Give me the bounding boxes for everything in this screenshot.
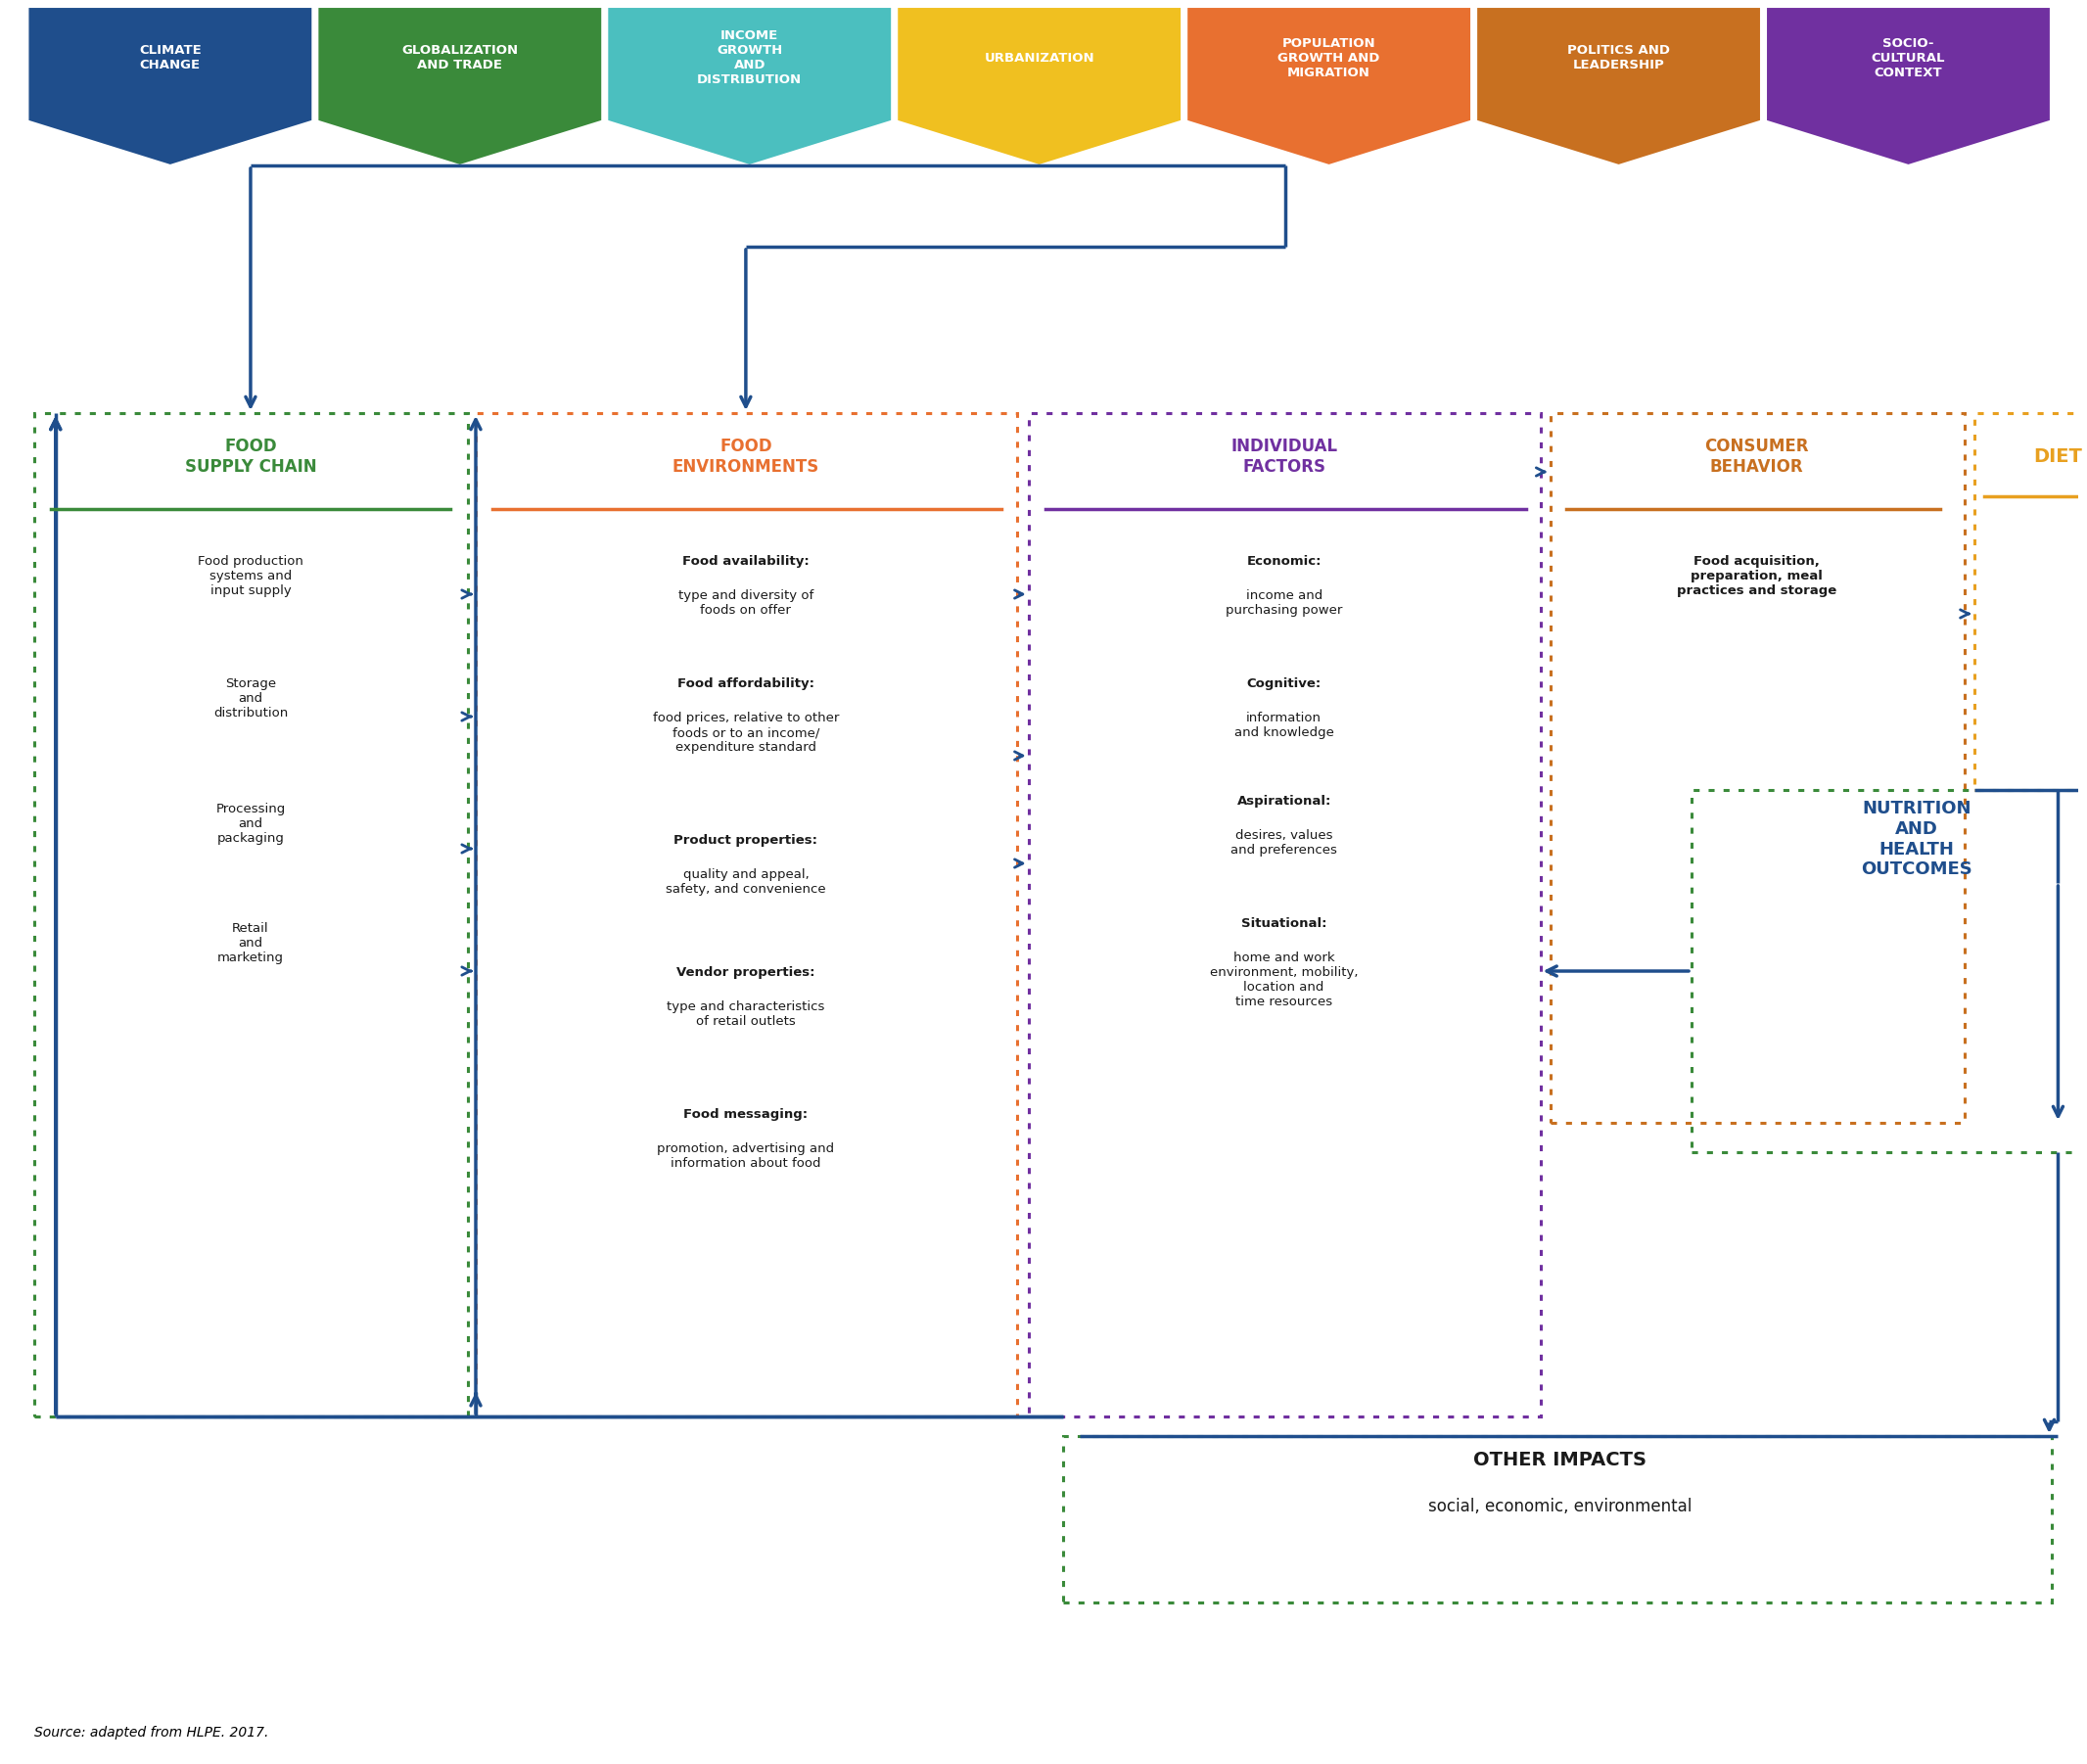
Text: Situational:: Situational: (1242, 917, 1327, 930)
Text: NUTRITION
AND
HEALTH
OUTCOMES: NUTRITION AND HEALTH OUTCOMES (1862, 799, 1972, 878)
Text: SOCIO-
CULTURAL
CONTEXT: SOCIO- CULTURAL CONTEXT (1872, 37, 1945, 79)
Text: food prices, relative to other
foods or to an income/
expenditure standard: food prices, relative to other foods or … (653, 711, 839, 753)
Text: desires, values
and preferences: desires, values and preferences (1231, 829, 1338, 857)
Text: Food affordability:: Food affordability: (678, 677, 814, 690)
Text: Processing
and
packaging: Processing and packaging (215, 803, 286, 845)
Text: DIET: DIET (2033, 448, 2083, 466)
Text: FOOD
ENVIRONMENTS: FOOD ENVIRONMENTS (672, 437, 820, 476)
Bar (1690, 790, 2087, 1152)
Text: CLIMATE
CHANGE: CLIMATE CHANGE (140, 44, 200, 72)
Text: type and diversity of
foods on offer: type and diversity of foods on offer (678, 589, 814, 617)
Text: POLITICS AND
LEADERSHIP: POLITICS AND LEADERSHIP (1567, 44, 1670, 72)
Text: home and work
environment, mobility,
location and
time resources: home and work environment, mobility, loc… (1210, 951, 1359, 1009)
Polygon shape (27, 7, 313, 166)
Text: FOOD
SUPPLY CHAIN: FOOD SUPPLY CHAIN (184, 437, 317, 476)
Text: OTHER IMPACTS: OTHER IMPACTS (1473, 1450, 1647, 1469)
Polygon shape (897, 7, 1181, 166)
Polygon shape (317, 7, 603, 166)
Text: type and characteristics
of retail outlets: type and characteristics of retail outle… (668, 1000, 824, 1028)
Text: promotion, advertising and
information about food: promotion, advertising and information a… (657, 1143, 835, 1170)
Text: Aspirational:: Aspirational: (1238, 796, 1332, 808)
Text: information
and knowledge: information and knowledge (1233, 711, 1334, 739)
Text: Storage
and
distribution: Storage and distribution (213, 677, 288, 720)
Text: Source: adapted from HLPE. 2017.: Source: adapted from HLPE. 2017. (33, 1725, 269, 1739)
Text: Food availability:: Food availability: (682, 556, 810, 568)
Polygon shape (1188, 7, 1471, 166)
Text: quality and appeal,
safety, and convenience: quality and appeal, safety, and convenie… (666, 868, 826, 896)
Text: Retail
and
marketing: Retail and marketing (217, 923, 284, 965)
Text: Economic:: Economic: (1246, 556, 1321, 568)
Text: Product properties:: Product properties: (674, 834, 818, 847)
Text: URBANIZATION: URBANIZATION (985, 51, 1094, 65)
Bar (1974, 413, 2087, 790)
Text: GLOBALIZATION
AND TRADE: GLOBALIZATION AND TRADE (401, 44, 518, 72)
Bar (1029, 413, 1540, 1416)
Text: INCOME
GROWTH
AND
DISTRIBUTION: INCOME GROWTH AND DISTRIBUTION (697, 30, 801, 86)
Polygon shape (1476, 7, 1761, 166)
Text: INDIVIDUAL
FACTORS: INDIVIDUAL FACTORS (1231, 437, 1338, 476)
Text: social, economic, environmental: social, economic, environmental (1428, 1498, 1693, 1515)
Polygon shape (1766, 7, 2052, 166)
Polygon shape (607, 7, 891, 166)
Text: Food production
systems and
input supply: Food production systems and input supply (198, 556, 303, 598)
Text: Food acquisition,
preparation, meal
practices and storage: Food acquisition, preparation, meal prac… (1676, 556, 1837, 598)
Text: Cognitive:: Cognitive: (1246, 677, 1321, 690)
Bar (1551, 413, 1964, 1124)
Bar (476, 413, 1016, 1416)
Text: Food messaging:: Food messaging: (685, 1108, 808, 1120)
Text: CONSUMER
BEHAVIOR: CONSUMER BEHAVIOR (1705, 437, 1809, 476)
Text: POPULATION
GROWTH AND
MIGRATION: POPULATION GROWTH AND MIGRATION (1277, 37, 1380, 79)
Bar (33, 413, 467, 1416)
Text: Vendor properties:: Vendor properties: (676, 967, 816, 979)
Bar (1062, 1436, 2052, 1602)
Text: income and
purchasing power: income and purchasing power (1225, 589, 1342, 617)
